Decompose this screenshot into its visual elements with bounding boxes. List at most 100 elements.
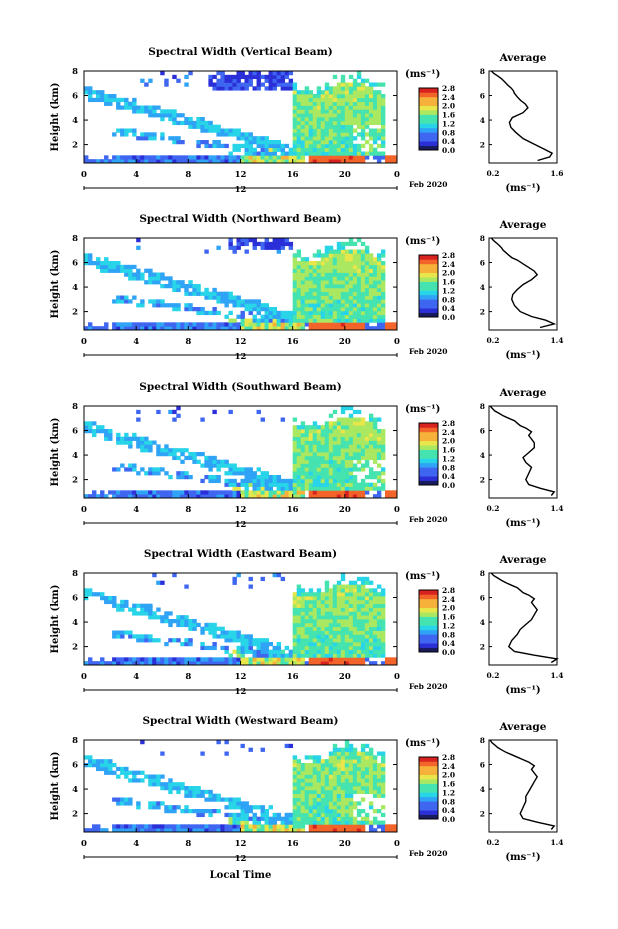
- heatmap-cell: [264, 303, 269, 308]
- heatmap-cell: [280, 143, 286, 149]
- heatmap-cell: [344, 105, 350, 110]
- heatmap-cell: [268, 649, 273, 654]
- heatmap-cell: [128, 159, 133, 164]
- heatmap-cell: [316, 653, 322, 658]
- heatmap-cell: [352, 630, 358, 635]
- heatmap-cell: [260, 318, 265, 323]
- heatmap-cell: [276, 326, 282, 331]
- heatmap-cell: [172, 326, 177, 331]
- heatmap-cell: [300, 113, 306, 118]
- heatmap-cell: [240, 74, 245, 80]
- heatmap-cell: [308, 120, 314, 126]
- heatmap-cell: [320, 280, 326, 285]
- heatmap-cell: [252, 238, 257, 243]
- heatmap-cell: [196, 812, 201, 818]
- heatmap-cell: [340, 463, 346, 468]
- heatmap-cell: [324, 264, 330, 270]
- heatmap-cell: [264, 140, 269, 145]
- heatmap-cell: [184, 155, 189, 160]
- heatmap-cell: [140, 105, 145, 110]
- heatmap-cell: [332, 455, 338, 461]
- heatmap-cell: [172, 661, 177, 666]
- heatmap-cell: [364, 580, 370, 585]
- heatmap-cell: [296, 276, 302, 281]
- heatmap-cell: [264, 482, 269, 487]
- heatmap-cell: [164, 78, 169, 83]
- date-day-label: 12: [235, 854, 247, 864]
- heatmap-cell: [104, 97, 109, 103]
- heatmap-cell: [344, 257, 350, 262]
- heatmap-cell: [364, 113, 370, 118]
- heatmap-cell: [340, 245, 346, 250]
- heatmap-cell: [340, 576, 346, 582]
- heatmap-cell: [360, 326, 366, 331]
- heatmap-cell: [128, 661, 133, 666]
- heatmap-cell: [296, 828, 302, 833]
- heatmap-cell: [276, 490, 282, 495]
- heatmap-cell: [216, 661, 221, 666]
- heatmap-cell: [252, 151, 257, 156]
- heatmap-cell: [156, 778, 161, 783]
- heatmap-cell: [164, 159, 169, 164]
- heatmap-cell: [332, 816, 338, 821]
- heatmap-cell: [364, 642, 370, 647]
- heatmap-cell: [364, 463, 370, 468]
- heatmap-cell: [300, 155, 306, 160]
- heatmap-cell: [320, 801, 326, 806]
- heatmap-cell: [232, 576, 237, 582]
- heatmap-cell: [296, 452, 302, 457]
- heatmap-cell: [176, 322, 181, 327]
- heatmap-cell: [340, 490, 346, 495]
- heatmap-cell: [340, 78, 346, 83]
- heatmap-cell: [228, 630, 233, 635]
- heatmap-cell: [316, 649, 322, 654]
- heatmap-cell: [248, 71, 253, 76]
- heatmap-cell: [188, 494, 193, 499]
- heatmap-cell: [300, 151, 306, 156]
- heatmap-cell: [344, 421, 350, 426]
- heatmap-cell: [356, 778, 362, 783]
- heatmap-cell: [292, 113, 298, 118]
- heatmap-cell: [320, 459, 326, 464]
- heatmap-cell: [156, 444, 161, 449]
- heatmap-cell: [372, 147, 378, 152]
- heatmap-cell: [296, 280, 302, 285]
- heatmap-cell: [340, 261, 346, 266]
- heatmap-cell: [328, 444, 334, 449]
- heatmap-cell: [312, 782, 318, 787]
- x-tick-label: 8: [185, 839, 191, 849]
- heatmap-cell: [340, 303, 346, 308]
- heatmap-cell: [360, 645, 366, 651]
- avg-x-label: (ms⁻¹): [505, 518, 540, 529]
- heatmap-cell: [144, 436, 149, 441]
- heatmap-cell: [312, 128, 318, 133]
- heatmap-cell: [300, 630, 306, 635]
- heatmap-cell: [212, 128, 217, 133]
- heatmap-cell: [372, 448, 378, 453]
- heatmap-cell: [236, 132, 241, 137]
- heatmap-cell: [328, 801, 334, 806]
- heatmap-cell: [344, 101, 350, 106]
- colorbar-frame: [418, 254, 439, 318]
- heatmap-cell: [176, 789, 181, 795]
- heatmap-cell: [324, 124, 330, 129]
- heatmap-cell: [360, 751, 366, 756]
- heatmap-cell: [320, 299, 326, 304]
- heatmap-cell: [364, 105, 370, 110]
- heatmap-cell: [216, 295, 221, 300]
- heatmap-cell: [192, 626, 197, 631]
- heatmap-cell: [220, 155, 225, 160]
- x-tick-label: 0: [394, 337, 400, 347]
- heatmap-cell: [344, 151, 350, 156]
- heatmap-cell: [376, 253, 382, 258]
- heatmap-cell: [88, 661, 93, 666]
- heatmap-cell: [312, 307, 318, 312]
- heatmap-cell: [216, 459, 221, 464]
- heatmap-cell: [228, 151, 233, 156]
- heatmap-cell: [88, 592, 93, 597]
- heatmap-cell: [292, 801, 298, 806]
- heatmap-cell: [300, 661, 306, 666]
- heatmap-cell: [84, 429, 89, 434]
- heatmap-cell: [236, 467, 241, 472]
- heatmap-cell: [168, 778, 173, 783]
